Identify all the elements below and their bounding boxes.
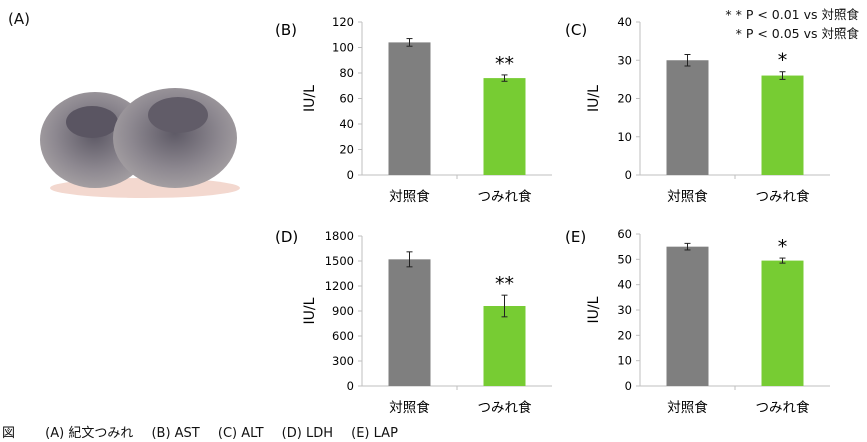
bar-tsumire [761, 260, 804, 386]
y-tick-label: 60 [339, 92, 354, 106]
y-axis-label: IU/L [586, 296, 602, 323]
bar-tsumire [483, 306, 526, 386]
tsumire-left-hollow [66, 106, 118, 138]
y-tick-label: 40 [617, 278, 632, 292]
y-tick-label: 300 [332, 354, 354, 368]
significance-marker: ** [495, 53, 514, 75]
y-tick-label: 0 [625, 379, 632, 393]
bar-control [388, 259, 431, 386]
y-tick-label: 10 [617, 130, 632, 144]
tsumire-photo [40, 88, 240, 198]
tsumire-right-hollow [148, 97, 208, 133]
caption-prefix: 図 [2, 426, 16, 441]
y-tick-label: 900 [332, 304, 354, 318]
caption-d: (D) LDH [281, 426, 333, 441]
bar-control [666, 60, 709, 175]
significance-marker: * [778, 50, 788, 72]
y-tick-label: 30 [617, 53, 632, 67]
panel-label: (C) [565, 21, 587, 39]
y-tick-label: 80 [339, 66, 354, 80]
y-tick-label: 1200 [325, 279, 354, 293]
y-axis-label: IU/L [586, 85, 602, 112]
y-tick-label: 20 [339, 143, 354, 157]
caption-b: (B) AST [151, 426, 200, 441]
y-tick-label: 120 [332, 15, 354, 29]
note-p001: * * P < 0.01 vs 対照食 [725, 7, 859, 22]
chart-C: (C) IU/L 0 10 20 30 40 対照食 * つみれ食 [565, 15, 830, 205]
caption-e: (E) LAP [351, 426, 398, 441]
category-label: 対照食 [389, 399, 430, 416]
figure-caption: 図 (A) 紀文つみれ (B) AST (C) ALT (D) LDH (E) … [2, 422, 412, 441]
category-label: 対照食 [667, 188, 708, 205]
y-tick-label: 30 [617, 303, 632, 317]
panel-label: (D) [275, 228, 298, 246]
caption-a: (A) 紀文つみれ [45, 426, 134, 441]
bar-control [666, 246, 709, 386]
significance-marker: ** [495, 273, 514, 295]
y-tick-label: 0 [625, 168, 632, 182]
panel-a-label: (A) [8, 10, 30, 28]
caption-c: (C) ALT [217, 426, 264, 441]
category-label: つみれ食 [756, 399, 810, 416]
category-label: 対照食 [389, 188, 430, 205]
y-tick-label: 100 [332, 41, 354, 55]
panel-label: (B) [275, 21, 297, 39]
y-tick-label: 1500 [325, 254, 354, 268]
chart-B: (B) IU/L 0 20 40 60 80 100 120 対照食 ** つみれ食 [275, 15, 552, 205]
chart-D: (D) IU/L 0 300 600 900 1200 1500 1800 対照食 ** つみれ食 [275, 228, 552, 416]
y-tick-label: 0 [347, 168, 354, 182]
y-tick-label: 40 [617, 15, 632, 29]
y-axis-label: IU/L [302, 85, 318, 112]
y-tick-label: 600 [332, 329, 354, 343]
y-axis-label: IU/L [302, 297, 318, 324]
category-label: つみれ食 [478, 399, 532, 416]
y-tick-label: 60 [617, 227, 632, 241]
y-tick-label: 1800 [325, 229, 354, 243]
chart-E: (E) IU/L 0 10 20 30 40 50 60 対照食 * つみれ食 [565, 227, 830, 416]
bar-control [388, 42, 431, 176]
y-tick-label: 20 [617, 92, 632, 106]
y-tick-label: 0 [347, 379, 354, 393]
y-tick-label: 40 [339, 117, 354, 131]
category-label: つみれ食 [756, 188, 810, 205]
panel-label: (E) [565, 228, 586, 246]
y-tick-label: 20 [617, 328, 632, 342]
bar-tsumire [761, 75, 804, 175]
category-label: つみれ食 [478, 188, 532, 205]
note-p005: * P < 0.05 vs 対照食 [735, 26, 859, 41]
y-tick-label: 50 [617, 252, 632, 266]
significance-marker: * [778, 236, 788, 258]
y-tick-label: 10 [617, 354, 632, 368]
category-label: 対照食 [667, 399, 708, 416]
bar-tsumire [483, 78, 526, 175]
